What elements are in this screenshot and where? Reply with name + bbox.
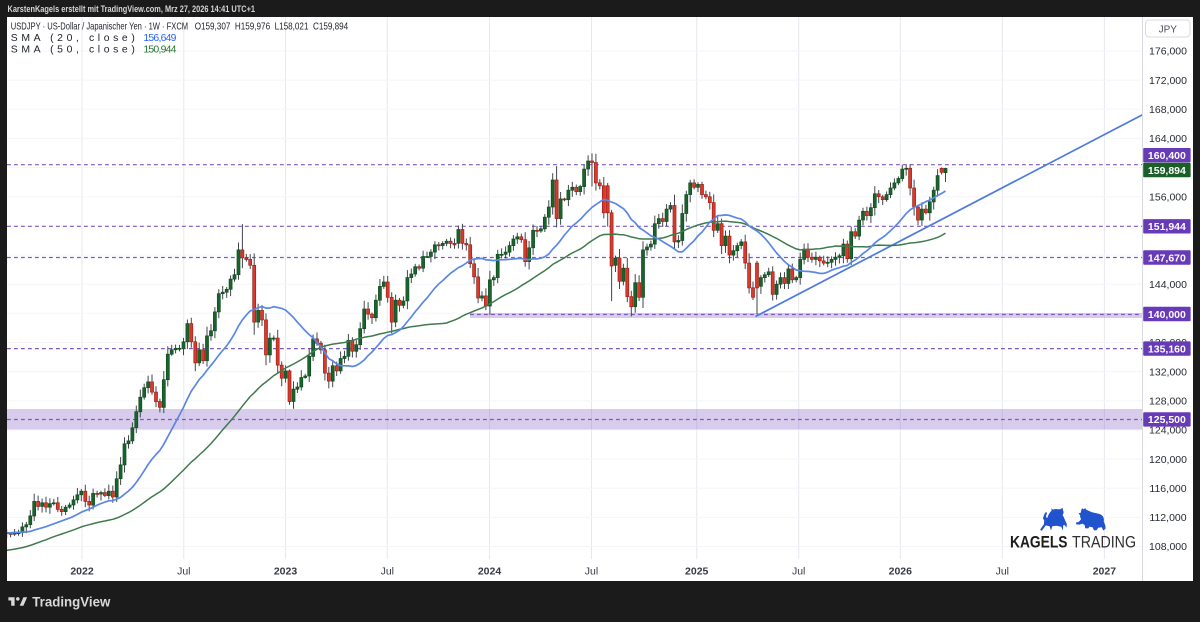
svg-text:151,944: 151,944 <box>1148 221 1186 233</box>
svg-text:TRADING: TRADING <box>1072 534 1136 552</box>
svg-text:2024: 2024 <box>478 566 502 578</box>
svg-text:156,649: 156,649 <box>143 33 176 44</box>
svg-text:TradingView: TradingView <box>32 593 110 609</box>
svg-text:125,500: 125,500 <box>1148 414 1186 426</box>
svg-text:108,000: 108,000 <box>1149 541 1187 553</box>
svg-text:O159,307 H159,976 L158,021: O159,307 H159,976 L158,021 C159,894 <box>195 22 349 33</box>
svg-text:132,000: 132,000 <box>1149 366 1187 378</box>
svg-text:172,000: 172,000 <box>1149 75 1187 87</box>
svg-text:160,400: 160,400 <box>1148 150 1186 162</box>
svg-text:Jul: Jul <box>585 566 598 578</box>
svg-text:2025: 2025 <box>685 566 709 578</box>
svg-text:Jul: Jul <box>381 566 394 578</box>
svg-text:Jul: Jul <box>996 566 1009 578</box>
svg-text:120,000: 120,000 <box>1149 454 1187 466</box>
svg-text:KarstenKagels erstellt mit Tra: KarstenKagels erstellt mit TradingView.c… <box>8 4 256 14</box>
svg-text:128,000: 128,000 <box>1149 396 1187 408</box>
svg-text:USDJPY · US-Dollar / Japanisch: USDJPY · US-Dollar / Japanischer Yen · 1… <box>11 22 188 33</box>
svg-text:140,000: 140,000 <box>1148 309 1186 321</box>
svg-text:Jul: Jul <box>177 566 190 578</box>
svg-text:116,000: 116,000 <box>1149 483 1186 495</box>
svg-text:147,670: 147,670 <box>1148 252 1186 264</box>
svg-text:164,000: 164,000 <box>1149 133 1187 145</box>
svg-text:168,000: 168,000 <box>1149 104 1187 116</box>
svg-text:JPY: JPY <box>1159 24 1178 35</box>
svg-text:135,160: 135,160 <box>1148 343 1186 355</box>
svg-text:112,000: 112,000 <box>1149 512 1186 524</box>
svg-text:Jul: Jul <box>792 566 805 578</box>
svg-text:150,944: 150,944 <box>143 44 176 55</box>
svg-text:KAGELS: KAGELS <box>1010 534 1068 552</box>
svg-text:159,894: 159,894 <box>1148 165 1186 177</box>
svg-text:144,000: 144,000 <box>1149 279 1187 291</box>
svg-text:176,000: 176,000 <box>1149 46 1187 58</box>
svg-text:124,000: 124,000 <box>1149 425 1187 437</box>
svg-text:2023: 2023 <box>274 566 298 578</box>
svg-text:2027: 2027 <box>1093 566 1117 578</box>
svg-text:2022: 2022 <box>70 566 94 578</box>
svg-text:156,000: 156,000 <box>1149 191 1187 203</box>
svg-text:2026: 2026 <box>889 566 913 578</box>
